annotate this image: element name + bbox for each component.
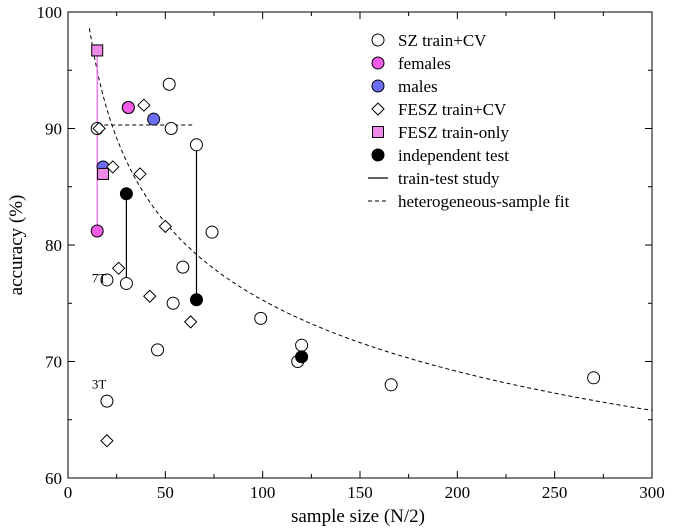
sz-point bbox=[384, 378, 398, 392]
sz-point bbox=[151, 343, 165, 357]
sz-point bbox=[295, 338, 309, 352]
indep-point bbox=[119, 187, 133, 201]
x-axis-title: sample size (N/2) bbox=[291, 506, 425, 527]
x-tick-label: 200 bbox=[445, 483, 471, 502]
fesz-point bbox=[133, 167, 147, 181]
feszonly-point bbox=[97, 167, 110, 180]
x-tick-label: 50 bbox=[157, 483, 174, 502]
indep-point bbox=[295, 350, 309, 364]
y-tick-label: 100 bbox=[37, 3, 63, 22]
legend-symbol bbox=[371, 148, 385, 162]
sz-point bbox=[100, 394, 114, 408]
fit-curve bbox=[88, 28, 653, 411]
data-points bbox=[90, 44, 601, 448]
sz-point bbox=[100, 273, 114, 287]
fesz-point bbox=[111, 261, 126, 276]
sz-point bbox=[189, 138, 203, 152]
legend-label: independent test bbox=[398, 146, 509, 165]
plot-frame bbox=[67, 11, 653, 479]
fesz-point bbox=[183, 315, 198, 329]
sz-point bbox=[587, 371, 601, 385]
male-point bbox=[147, 112, 161, 126]
sz-point bbox=[164, 122, 178, 135]
x-tick-label: 250 bbox=[542, 483, 568, 502]
fem-point bbox=[121, 101, 135, 115]
plot-lines bbox=[88, 28, 653, 411]
legend-label: FESZ train-only bbox=[398, 123, 509, 142]
sz-point bbox=[119, 276, 133, 290]
x-tick-label: 100 bbox=[250, 483, 276, 502]
legend-symbol bbox=[372, 126, 384, 138]
fesz-point bbox=[158, 219, 173, 234]
annotation-label: 3T bbox=[92, 376, 107, 391]
x-tick-label: 150 bbox=[347, 483, 373, 502]
legend: SZ train+CV females males FESZ train+CV FESZ… bbox=[368, 31, 570, 211]
legend-symbol bbox=[371, 79, 385, 93]
y-tick-label: 60 bbox=[45, 469, 62, 488]
y-axis-title: accuracy (%) bbox=[6, 195, 27, 296]
indep-point bbox=[189, 293, 203, 307]
y-tick-label: 70 bbox=[45, 353, 62, 372]
legend-symbol bbox=[371, 56, 385, 70]
fesz-point bbox=[143, 289, 157, 303]
axes: 0 50 100 150 200 250 300 60 70 80 90 100 bbox=[37, 3, 665, 502]
y-tick-label: 80 bbox=[45, 236, 62, 255]
sz-point bbox=[162, 77, 176, 91]
legend-label: heterogeneous-sample fit bbox=[398, 192, 570, 211]
fem-point bbox=[90, 224, 104, 238]
legend-symbol bbox=[371, 102, 385, 116]
annotations: 7T 3T bbox=[92, 270, 107, 391]
sz-point bbox=[254, 311, 268, 325]
fesz-point bbox=[106, 160, 120, 174]
fesz-point bbox=[92, 121, 106, 136]
legend-symbol bbox=[371, 33, 385, 47]
feszonly-point bbox=[91, 44, 104, 57]
sz-point bbox=[166, 296, 180, 310]
legend-label: train-test study bbox=[398, 169, 500, 188]
legend-label: SZ train+CV bbox=[398, 31, 487, 50]
sz-point bbox=[176, 260, 190, 274]
annotation-label: 7T bbox=[92, 270, 107, 285]
legend-label: males bbox=[398, 77, 438, 96]
fesz-point bbox=[137, 98, 151, 112]
legend-label: FESZ train+CV bbox=[398, 100, 507, 119]
x-tick-label: 300 bbox=[639, 483, 665, 502]
fesz-point bbox=[100, 434, 114, 448]
legend-label: females bbox=[398, 54, 451, 73]
y-tick-label: 90 bbox=[45, 120, 62, 139]
sz-point bbox=[205, 225, 219, 239]
x-tick-label: 0 bbox=[64, 483, 73, 502]
